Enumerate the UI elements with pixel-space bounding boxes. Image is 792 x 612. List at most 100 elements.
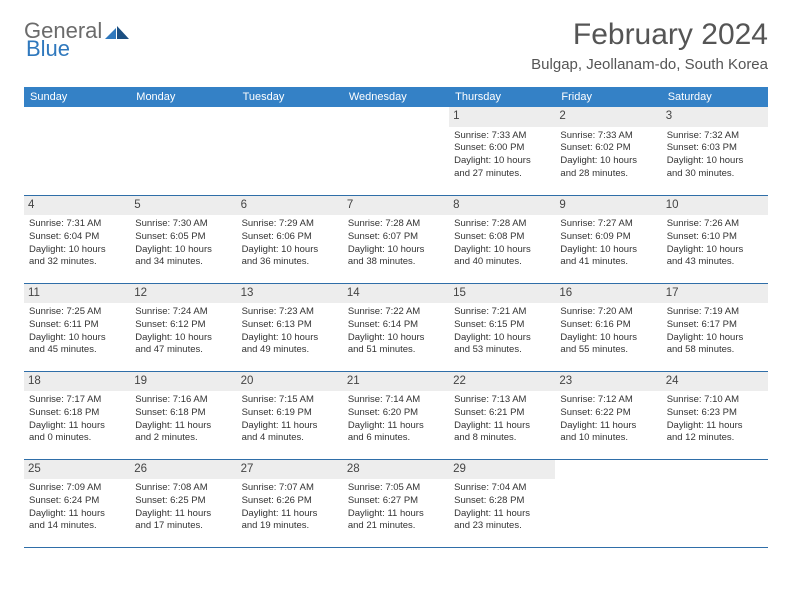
empty-cell <box>130 107 236 195</box>
day-info-line: Daylight: 10 hours <box>29 244 125 257</box>
day-cell: 28Sunrise: 7:05 AMSunset: 6:27 PMDayligh… <box>343 459 449 547</box>
day-number: 27 <box>237 460 343 480</box>
day-info-line: and 49 minutes. <box>242 344 338 357</box>
day-info-line: and 19 minutes. <box>242 520 338 533</box>
day-info-line: Daylight: 11 hours <box>29 508 125 521</box>
day-info-line: Daylight: 11 hours <box>242 420 338 433</box>
day-info-line: Daylight: 11 hours <box>454 508 550 521</box>
day-info-line: and 55 minutes. <box>560 344 656 357</box>
day-info-line: Daylight: 11 hours <box>667 420 763 433</box>
day-info-line: Daylight: 11 hours <box>29 420 125 433</box>
day-info-line: Daylight: 11 hours <box>348 508 444 521</box>
day-cell: 16Sunrise: 7:20 AMSunset: 6:16 PMDayligh… <box>555 283 661 371</box>
day-info-line: Sunset: 6:13 PM <box>242 319 338 332</box>
weekday-header: Monday <box>130 87 236 107</box>
day-info-line: Sunrise: 7:23 AM <box>242 306 338 319</box>
day-cell: 29 Sunrise: 7:04 AMSunset: 6:28 PMDayligh… <box>449 459 555 547</box>
day-info-line: Sunset: 6:04 PM <box>29 231 125 244</box>
day-info-line: Sunrise: 7:26 AM <box>667 218 763 231</box>
day-info-line: Sunset: 6:26 PM <box>242 495 338 508</box>
day-info-line: and 2 minutes. <box>135 432 231 445</box>
day-info-line: Sunrise: 7:21 AM <box>454 306 550 319</box>
logo: General Blue <box>24 18 129 62</box>
day-info-line: Sunset: 6:25 PM <box>135 495 231 508</box>
empty-cell <box>237 107 343 195</box>
day-info-line: Sunset: 6:12 PM <box>135 319 231 332</box>
empty-cell <box>343 107 449 195</box>
day-info-line: and 43 minutes. <box>667 256 763 269</box>
day-number: 23 <box>555 372 661 392</box>
day-number: 8 <box>449 196 555 216</box>
day-number: 20 <box>237 372 343 392</box>
day-info-line: Sunrise: 7:28 AM <box>348 218 444 231</box>
day-info-line: and 23 minutes. <box>454 520 550 533</box>
day-info-line: Daylight: 10 hours <box>454 155 550 168</box>
day-info-line: Sunset: 6:24 PM <box>29 495 125 508</box>
day-number: 19 <box>130 372 236 392</box>
day-info-line: Sunset: 6:05 PM <box>135 231 231 244</box>
day-info-line: and 47 minutes. <box>135 344 231 357</box>
day-info-line: Daylight: 10 hours <box>454 332 550 345</box>
day-info-line: Sunrise: 7:05 AM <box>348 482 444 495</box>
day-info-line: and 32 minutes. <box>29 256 125 269</box>
day-info-line: Daylight: 11 hours <box>242 508 338 521</box>
day-info-line: and 10 minutes. <box>560 432 656 445</box>
day-info-line: Sunrise: 7:33 AM <box>454 130 550 143</box>
day-info-line: Sunrise: 7:13 AM <box>454 394 550 407</box>
day-info-line: Daylight: 10 hours <box>135 332 231 345</box>
month-title: February 2024 <box>531 18 768 52</box>
day-info-line: Sunset: 6:21 PM <box>454 407 550 420</box>
day-info-line: and 4 minutes. <box>242 432 338 445</box>
day-info-line: Sunset: 6:07 PM <box>348 231 444 244</box>
day-info-line: Sunset: 6:19 PM <box>242 407 338 420</box>
day-info-line: Sunset: 6:06 PM <box>242 231 338 244</box>
day-info-line: Sunset: 6:11 PM <box>29 319 125 332</box>
day-cell: 11Sunrise: 7:25 AMSunset: 6:11 PMDayligh… <box>24 283 130 371</box>
calendar-row: 4Sunrise: 7:31 AMSunset: 6:04 PMDaylight… <box>24 195 768 283</box>
day-cell: 13Sunrise: 7:23 AMSunset: 6:13 PMDayligh… <box>237 283 343 371</box>
day-cell: 25Sunrise: 7:09 AMSunset: 6:24 PMDayligh… <box>24 459 130 547</box>
day-info-line: and 30 minutes. <box>667 168 763 181</box>
day-info-line: Daylight: 11 hours <box>135 508 231 521</box>
day-info-line: and 40 minutes. <box>454 256 550 269</box>
day-number: 7 <box>343 196 449 216</box>
day-info-line: Sunset: 6:03 PM <box>667 142 763 155</box>
calendar-row: 1Sunrise: 7:33 AMSunset: 6:00 PMDaylight… <box>24 107 768 195</box>
day-info-line: Sunset: 6:28 PM <box>454 495 550 508</box>
day-info-line: Daylight: 10 hours <box>667 244 763 257</box>
day-info-line: Sunset: 6:10 PM <box>667 231 763 244</box>
day-info-line: Daylight: 10 hours <box>29 332 125 345</box>
day-cell: 10Sunrise: 7:26 AMSunset: 6:10 PMDayligh… <box>662 195 768 283</box>
empty-cell <box>555 459 661 547</box>
day-cell: 5Sunrise: 7:30 AMSunset: 6:05 PMDaylight… <box>130 195 236 283</box>
day-number: 12 <box>130 284 236 304</box>
day-info-line: Sunrise: 7:04 AM <box>454 482 550 495</box>
day-number: 25 <box>24 460 130 480</box>
day-info-line: Sunset: 6:18 PM <box>29 407 125 420</box>
day-number: 13 <box>237 284 343 304</box>
day-info-line: Sunrise: 7:25 AM <box>29 306 125 319</box>
location: Bulgap, Jeollanam-do, South Korea <box>531 56 768 73</box>
logo-flag-icon <box>105 23 129 44</box>
day-number: 6 <box>237 196 343 216</box>
day-number: 22 <box>449 372 555 392</box>
day-info-line: Sunrise: 7:10 AM <box>667 394 763 407</box>
day-info-line: Sunrise: 7:24 AM <box>135 306 231 319</box>
day-info-line: and 45 minutes. <box>29 344 125 357</box>
day-info-line: Daylight: 10 hours <box>667 155 763 168</box>
day-info-line: Sunrise: 7:32 AM <box>667 130 763 143</box>
day-number: 17 <box>662 284 768 304</box>
day-info-line: Sunrise: 7:20 AM <box>560 306 656 319</box>
header: General Blue February 2024 Bulgap, Jeoll… <box>24 18 768 73</box>
day-info-line: Daylight: 10 hours <box>135 244 231 257</box>
day-cell: 12 Sunrise: 7:24 AMSunset: 6:12 PMDayligh… <box>130 283 236 371</box>
day-info-line: Sunset: 6:08 PM <box>454 231 550 244</box>
day-number: 14 <box>343 284 449 304</box>
day-cell: 18Sunrise: 7:17 AMSunset: 6:18 PMDayligh… <box>24 371 130 459</box>
day-number: 29 <box>449 460 555 480</box>
day-info-line: Daylight: 10 hours <box>560 332 656 345</box>
day-info-line: Sunrise: 7:31 AM <box>29 218 125 231</box>
day-info-line: Daylight: 10 hours <box>242 244 338 257</box>
day-info-line: and 38 minutes. <box>348 256 444 269</box>
day-info-line: and 12 minutes. <box>667 432 763 445</box>
